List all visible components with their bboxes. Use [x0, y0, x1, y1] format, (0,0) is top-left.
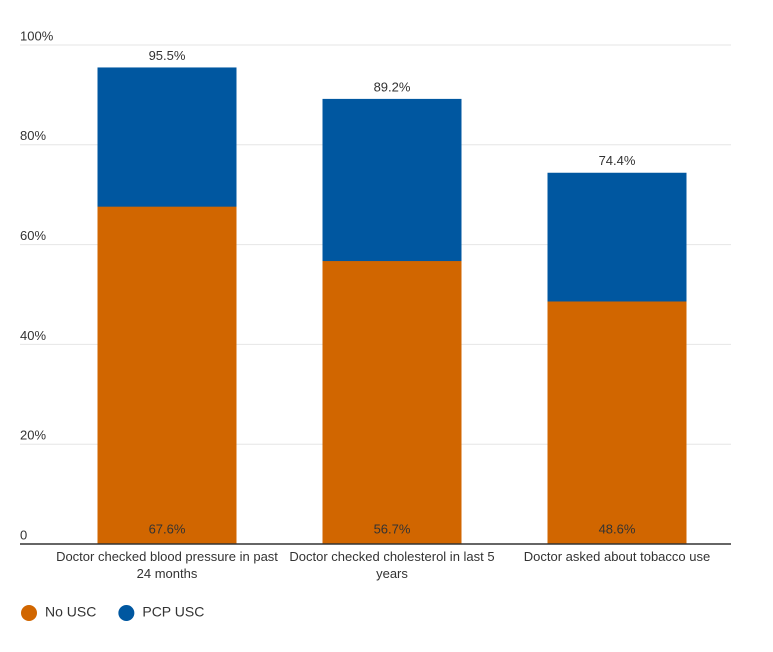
bar [97, 206, 237, 544]
bar [547, 301, 687, 544]
legend-label: No USC [45, 604, 96, 620]
x-tick-label: Doctor checked cholesterol in last 5 yea… [289, 549, 495, 581]
legend-label: PCP USC [142, 604, 204, 620]
bar [322, 261, 462, 544]
y-tick-label: 20% [20, 428, 46, 443]
value-label: 67.6% [149, 521, 186, 536]
y-tick-label: 100% [20, 28, 54, 43]
y-tick-label: 40% [20, 328, 46, 343]
x-tick-label-box: Doctor checked blood pressure in past 24… [56, 549, 278, 581]
y-tick-label: 60% [20, 228, 46, 243]
x-tick-label: Doctor asked about tobacco use [523, 549, 711, 564]
value-label: 95.5% [149, 48, 186, 63]
y-tick-label: 0 [20, 527, 27, 542]
value-label: 74.4% [599, 153, 636, 168]
x-tick-label: Doctor checked blood pressure in past 24… [56, 549, 278, 581]
legend-marker [118, 605, 135, 621]
value-label: 56.7% [374, 521, 411, 536]
x-tick-label-box: Doctor asked about tobacco use [523, 549, 711, 564]
x-tick-label-box: Doctor checked cholesterol in last 5 yea… [289, 549, 495, 581]
y-tick-label: 80% [20, 128, 46, 143]
value-label: 48.6% [599, 521, 636, 536]
value-label: 89.2% [374, 79, 411, 94]
legend-marker [21, 605, 37, 621]
